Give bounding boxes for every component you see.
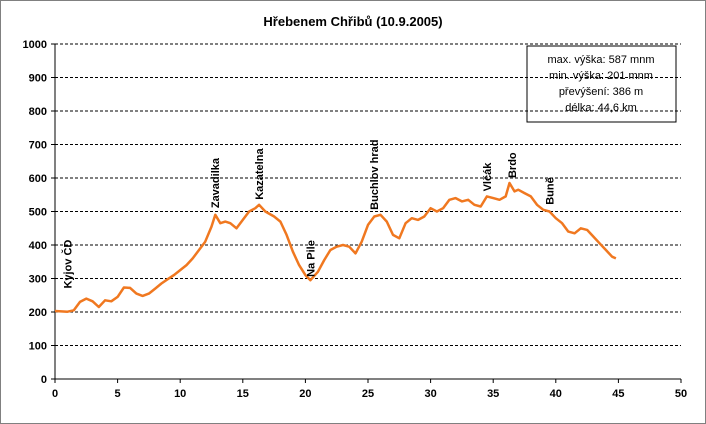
info-line: min. výška: 201 mnm <box>549 70 653 82</box>
y-tick-label: 200 <box>29 307 47 319</box>
y-tick-label: 500 <box>29 207 47 219</box>
place-label: Buchlov hrad <box>369 140 381 210</box>
y-tick-label: 600 <box>29 173 47 185</box>
x-tick-label: 35 <box>487 388 499 400</box>
place-label: Na Pile <box>305 240 317 277</box>
x-tick-label: 30 <box>424 388 436 400</box>
chart-title: Hřebenem Chřibů (10.9.2005) <box>263 14 442 29</box>
place-label: Buně <box>545 177 557 205</box>
x-tick-label: 20 <box>299 388 311 400</box>
elevation-line <box>54 181 617 313</box>
place-label: Kazatelna <box>254 148 266 200</box>
info-line: délka: 44,6 km <box>565 102 637 114</box>
x-tick-label: 15 <box>237 388 249 400</box>
y-tick-label: 1000 <box>23 39 47 51</box>
y-tick-label: 900 <box>29 73 47 85</box>
info-box <box>526 45 677 123</box>
x-tick-label: 0 <box>52 388 58 400</box>
x-tick-label: 50 <box>675 388 687 400</box>
y-tick-label: 400 <box>29 240 47 252</box>
info-line: převýšení: 386 m <box>559 86 643 98</box>
info-line: max. výška: 587 mnm <box>548 54 655 66</box>
y-tick-label: 800 <box>29 106 47 118</box>
x-tick-label: 10 <box>174 388 186 400</box>
x-tick-label: 40 <box>550 388 562 400</box>
place-label: Zavadilka <box>210 157 222 208</box>
y-tick-label: 300 <box>29 274 47 286</box>
place-label: Kyjov ČD <box>62 240 75 289</box>
x-tick-label: 25 <box>362 388 374 400</box>
place-label: Vlčák <box>482 162 494 192</box>
place-label: Brdo <box>507 152 519 178</box>
x-tick-label: 45 <box>612 388 624 400</box>
y-tick-label: 100 <box>29 341 47 353</box>
y-tick-label: 700 <box>29 140 47 152</box>
y-tick-label: 0 <box>41 374 47 386</box>
x-tick-label: 5 <box>115 388 121 400</box>
